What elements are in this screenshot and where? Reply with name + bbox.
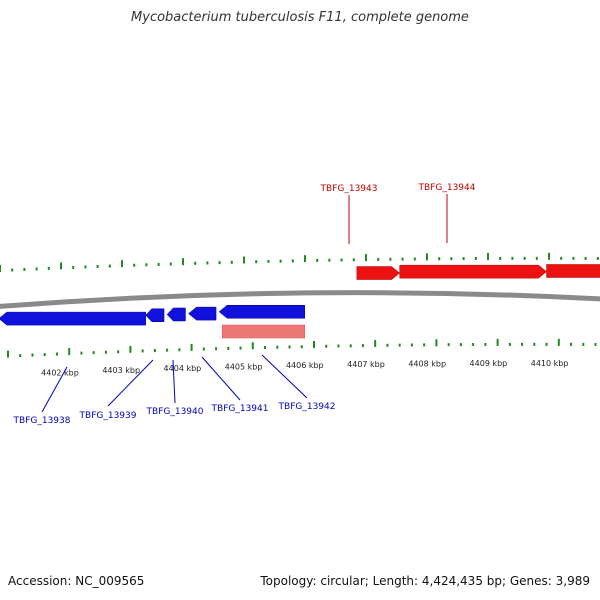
reverse-gene-arrow[interactable] bbox=[188, 306, 217, 321]
reverse-gene-label: TBFG_13942 bbox=[278, 402, 336, 412]
forward-strand-genes bbox=[356, 264, 600, 280]
forward-gene-arrow[interactable] bbox=[546, 264, 600, 278]
scale-tick-label: 4404 kbp bbox=[164, 364, 202, 373]
scale-tick-label: 4402 kbp bbox=[41, 368, 79, 377]
scale-tick-label: 4403 kbp bbox=[102, 366, 140, 375]
scale-tick-label: 4405 kbp bbox=[225, 363, 263, 372]
scale-tick-label: 4408 kbp bbox=[408, 359, 446, 368]
reverse-label-leader bbox=[261, 354, 308, 399]
forward-gene-label: TBFG_13943 bbox=[320, 184, 378, 194]
forward-gene-arrow[interactable] bbox=[356, 266, 401, 280]
reverse-gene-label: TBFG_13940 bbox=[146, 407, 204, 417]
accession-text: Accession: NC_009565 bbox=[8, 574, 145, 588]
scale-tick-label: 4407 kbp bbox=[347, 360, 385, 369]
reverse-gene-arrow[interactable] bbox=[0, 311, 146, 326]
inner-tick-ring: 4402 kbp 4403 kbp 4404 kbp 4405 kbp 4406 kbp… bbox=[7, 338, 597, 377]
reverse-gene-label: TBFG_13939 bbox=[79, 411, 137, 421]
reverse-gene-arrow[interactable] bbox=[145, 308, 165, 323]
map-title: Mycobacterium tuberculosis F11, complete… bbox=[131, 10, 469, 25]
reverse-label-leader bbox=[172, 359, 176, 404]
reverse-gene-arrow[interactable] bbox=[166, 307, 186, 322]
reverse-gene-label: TBFG_13941 bbox=[211, 404, 269, 414]
forward-gene-label: TBFG_13944 bbox=[418, 183, 476, 193]
reverse-label-leader bbox=[41, 366, 68, 413]
forward-gene-arrow[interactable] bbox=[399, 264, 547, 279]
reverse-gene-label: TBFG_13938 bbox=[13, 416, 71, 426]
reverse-gene-labels: TBFG_13938 TBFG_13939 TBFG_13940 TBFG_13941… bbox=[13, 354, 336, 426]
scale-tick-label: 4410 kbp bbox=[531, 359, 569, 368]
scale-tick-label: 4409 kbp bbox=[470, 359, 508, 368]
genome-backbone bbox=[0, 290, 600, 309]
scale-tick-label: 4406 kbp bbox=[286, 361, 324, 370]
genome-summary-text: Topology: circular; Length: 4,424,435 bp… bbox=[260, 574, 590, 588]
reverse-label-leader bbox=[201, 356, 241, 401]
reverse-label-leader bbox=[107, 359, 154, 407]
reverse-gene-arrow[interactable] bbox=[218, 305, 306, 319]
forward-gene-labels: TBFG_13943 TBFG_13944 bbox=[320, 183, 476, 244]
outer-tick-ring bbox=[0, 252, 599, 272]
highlighted-region-bar[interactable] bbox=[221, 324, 306, 339]
reverse-strand-genes bbox=[0, 305, 306, 339]
